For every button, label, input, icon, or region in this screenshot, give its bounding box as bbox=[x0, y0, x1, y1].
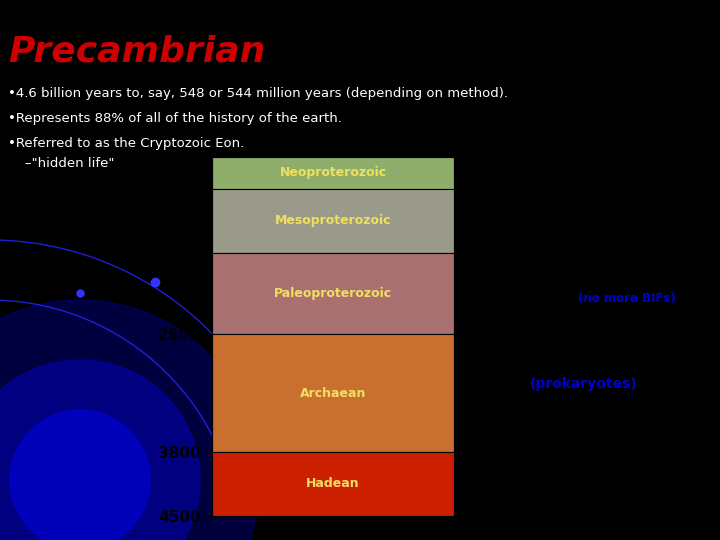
Ellipse shape bbox=[10, 410, 150, 540]
Ellipse shape bbox=[0, 360, 200, 540]
Text: Paleoproterozoic: Paleoproterozoic bbox=[274, 287, 392, 300]
Text: Archaean: Archaean bbox=[300, 387, 366, 400]
Text: –"hidden life": –"hidden life" bbox=[8, 157, 114, 170]
Text: oldest known fossils: oldest known fossils bbox=[578, 441, 713, 454]
Text: transition to oxygen
atmosphere: transition to oxygen atmosphere bbox=[578, 266, 713, 294]
Text: Neoproterozoic: Neoproterozoic bbox=[279, 166, 387, 179]
Text: •Represents 88% of all of the history of the earth.: •Represents 88% of all of the history of… bbox=[8, 112, 342, 125]
Text: oldest known rocks: oldest known rocks bbox=[578, 453, 706, 466]
Text: approximate origin
of eukaryotes: approximate origin of eukaryotes bbox=[578, 233, 705, 261]
Text: •Referred to as the Cryptozoic Eon.: •Referred to as the Cryptozoic Eon. bbox=[8, 137, 244, 150]
Bar bbox=[212, 189, 454, 253]
Text: (no more BIFs): (no more BIFs) bbox=[578, 292, 676, 305]
Text: oldest animal
fossils: oldest animal fossils bbox=[578, 143, 667, 171]
Text: Mesoproterozoic: Mesoproterozoic bbox=[275, 214, 391, 227]
Bar bbox=[212, 452, 454, 516]
Text: •4.6 billion years to, say, 548 or 544 million years (depending on method).: •4.6 billion years to, say, 548 or 544 m… bbox=[8, 87, 508, 100]
Text: Precambrian: Precambrian bbox=[8, 35, 266, 69]
Text: Hadean: Hadean bbox=[306, 477, 360, 490]
Text: (prokaryotes): (prokaryotes) bbox=[529, 377, 637, 391]
Bar bbox=[212, 157, 454, 189]
Bar bbox=[212, 334, 454, 452]
Bar bbox=[212, 253, 454, 334]
Ellipse shape bbox=[0, 300, 260, 540]
